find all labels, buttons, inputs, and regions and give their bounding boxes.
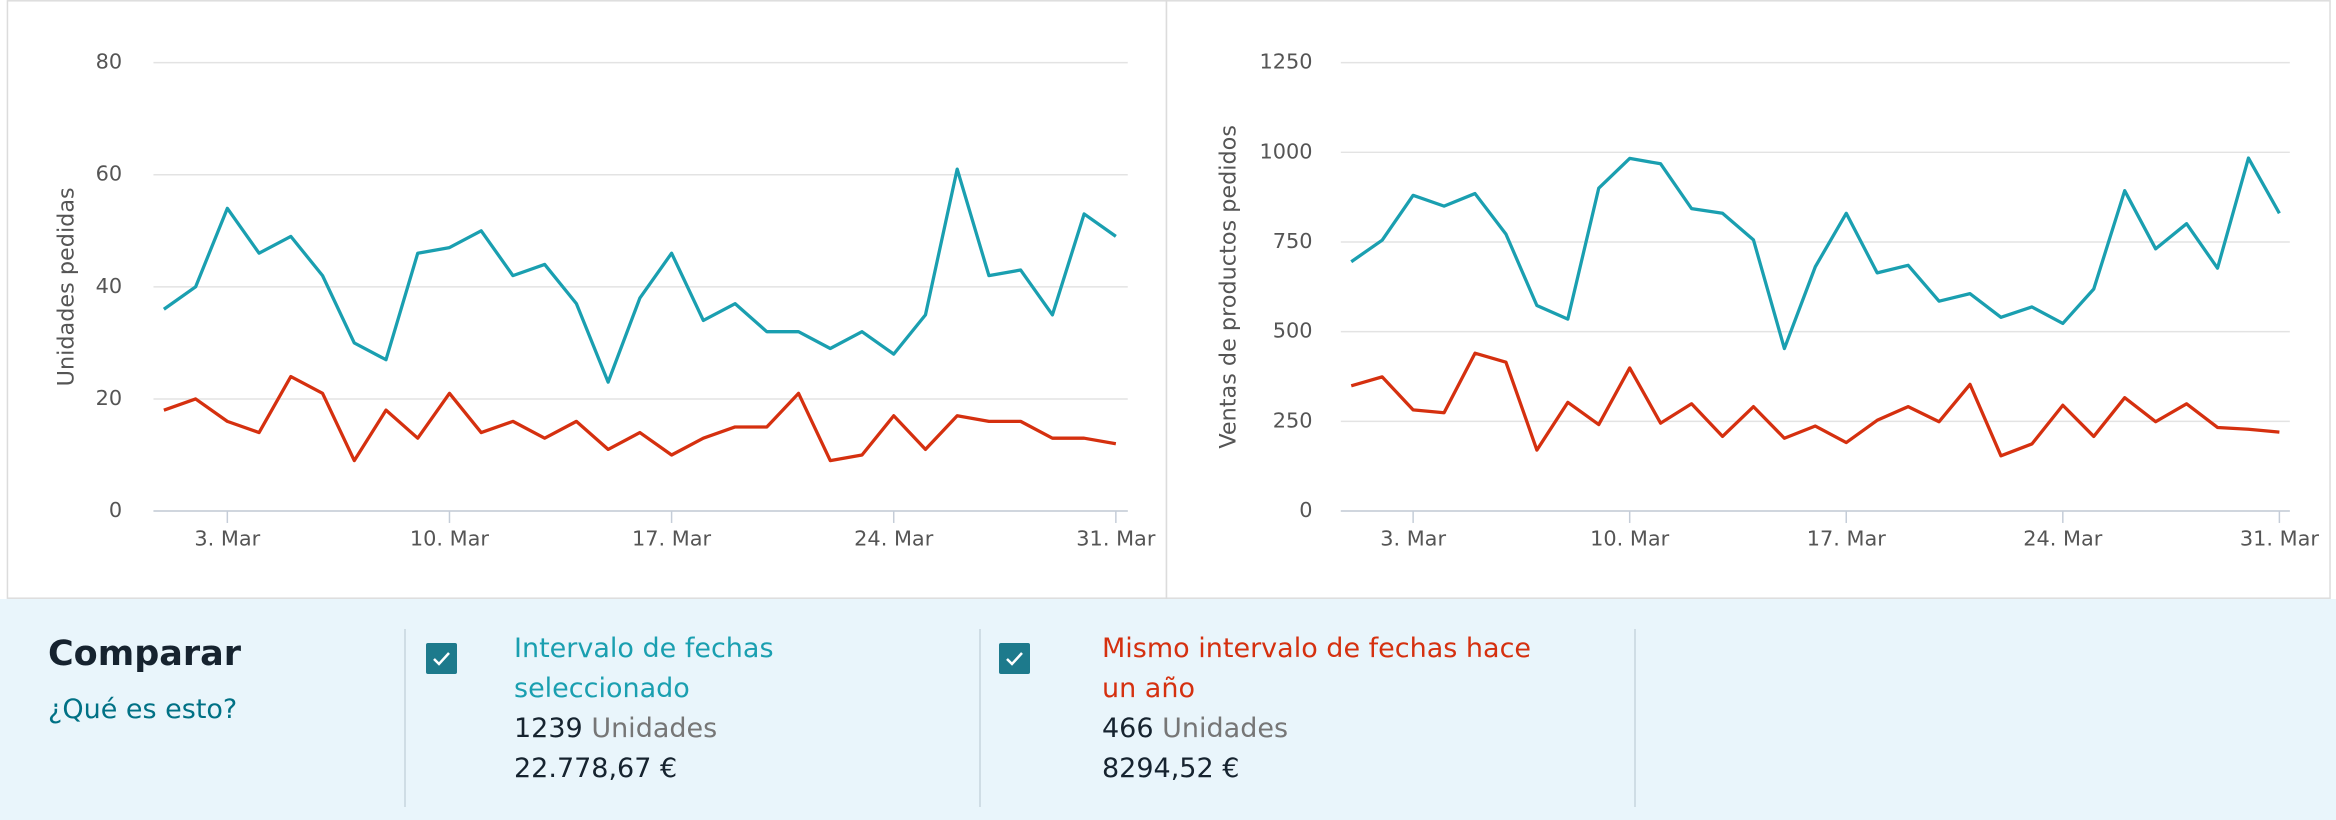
x-tick-label: 3. Mar bbox=[194, 526, 260, 550]
x-tick-label: 3. Mar bbox=[1380, 526, 1446, 550]
legend-label: Mismo intervalo de fechas hace un año bbox=[1102, 633, 1532, 704]
y-tick-label: 0 bbox=[109, 498, 122, 522]
x-tick-label: 31. Mar bbox=[2240, 526, 2320, 550]
legend-item: Mismo intervalo de fechas hace un año 46… bbox=[1102, 629, 1572, 789]
y-tick-label: 80 bbox=[96, 50, 123, 74]
divider bbox=[404, 629, 406, 807]
checkbox[interactable] bbox=[426, 643, 457, 674]
x-tick-label: 24. Mar bbox=[854, 526, 934, 550]
y-tick-label: 750 bbox=[1273, 229, 1313, 253]
checkbox[interactable] bbox=[999, 643, 1030, 674]
x-tick-label: 31. Mar bbox=[1076, 526, 1156, 550]
units: 1239 bbox=[514, 713, 583, 744]
units-row: 466 Unidades bbox=[1102, 709, 1572, 749]
y-tick-label: 20 bbox=[96, 386, 123, 410]
y-axis-title: Ventas de productos pedidos bbox=[1216, 125, 1242, 449]
legend-label: Intervalo de fechas seleccionado bbox=[514, 633, 774, 704]
units-row: 1239 Unidades bbox=[514, 709, 814, 749]
y-tick-label: 40 bbox=[96, 274, 123, 298]
chart-frame bbox=[1165, 0, 2331, 599]
units-label: Unidades bbox=[591, 713, 718, 744]
y-tick-label: 250 bbox=[1273, 408, 1313, 432]
divider bbox=[979, 629, 981, 807]
y-tick-label: 1250 bbox=[1259, 50, 1312, 74]
y-tick-label: 0 bbox=[1299, 498, 1312, 522]
y-tick-label: 1000 bbox=[1259, 139, 1312, 163]
x-tick-label: 17. Mar bbox=[1807, 526, 1887, 550]
series-line bbox=[162, 167, 1117, 384]
units: 466 bbox=[1102, 713, 1154, 744]
x-tick-label: 10. Mar bbox=[410, 526, 490, 550]
x-tick-label: 24. Mar bbox=[2023, 526, 2103, 550]
series-line bbox=[1350, 156, 2281, 351]
y-tick-label: 60 bbox=[96, 162, 123, 186]
y-tick-label: 500 bbox=[1273, 319, 1313, 343]
series-line bbox=[1350, 351, 2280, 458]
help-link[interactable]: ¿Qué es esto? bbox=[48, 694, 238, 725]
legend-item: Intervalo de fechas seleccionado 1239 Un… bbox=[514, 629, 814, 789]
x-tick-label: 17. Mar bbox=[632, 526, 712, 550]
x-tick-label: 10. Mar bbox=[1590, 526, 1670, 550]
series-line bbox=[163, 374, 1117, 463]
divider bbox=[1634, 629, 1636, 807]
chart-frame bbox=[6, 0, 1168, 599]
compare-panel: Comparar ¿Qué es esto? Intervalo de fech… bbox=[0, 599, 2336, 820]
units-label: Unidades bbox=[1162, 713, 1289, 744]
y-axis-title: Unidades pedidas bbox=[54, 187, 80, 386]
amount: 22.778,67 € bbox=[514, 753, 678, 784]
charts: 0 20 40 60 80 Unidades pedidas 3. Mar 10. Mar 17… bbox=[6, 0, 2331, 599]
amount: 8294,52 € bbox=[1102, 753, 1240, 784]
compare-title: Comparar bbox=[48, 634, 242, 674]
